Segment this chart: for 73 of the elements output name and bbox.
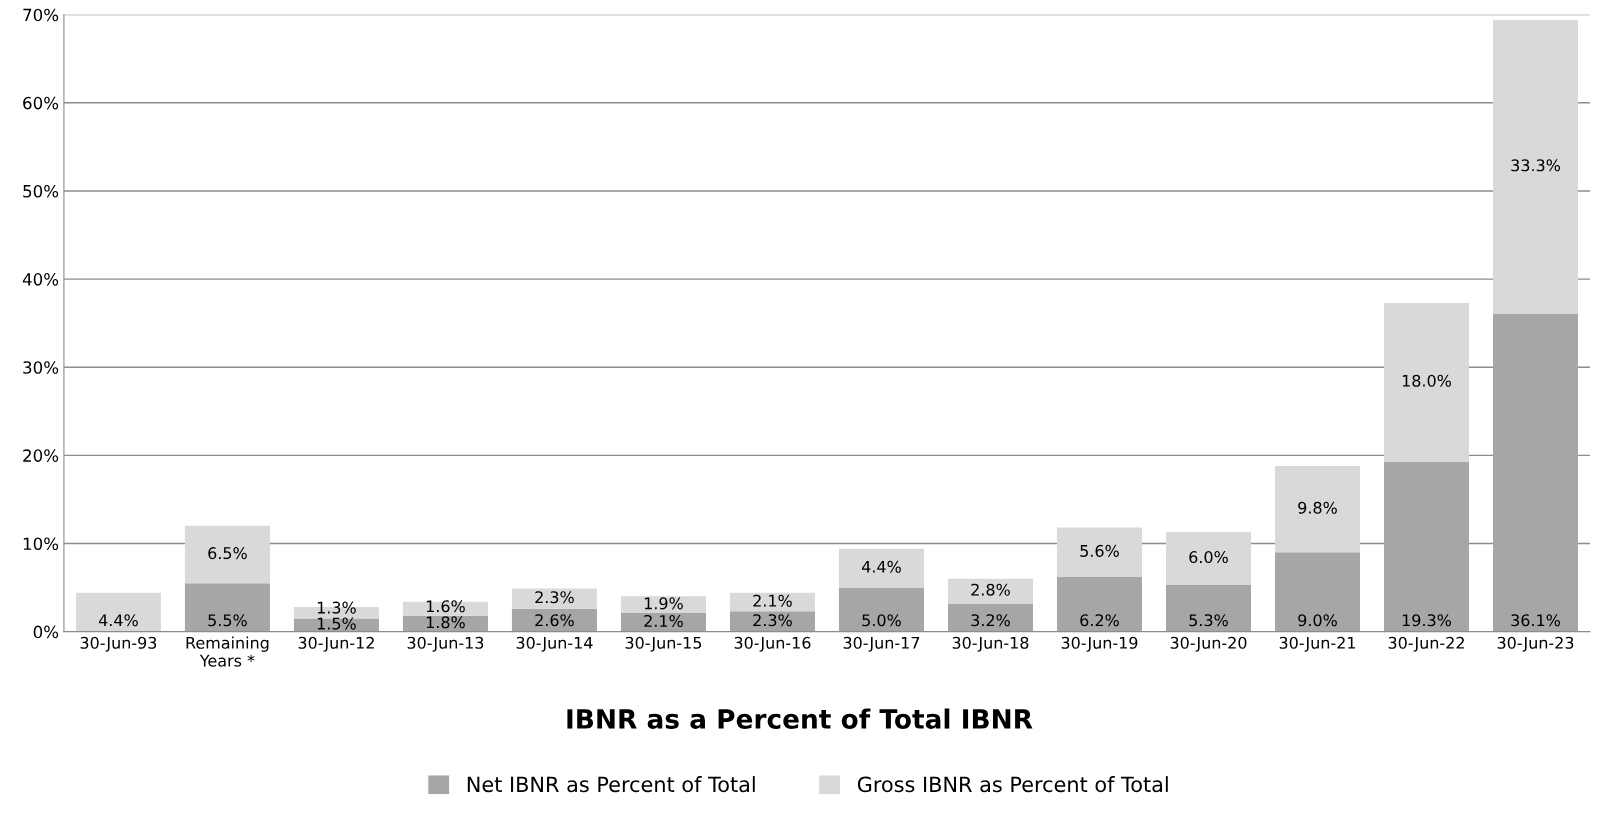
y-tick-label: 10% (23, 537, 59, 551)
bar (947, 603, 1033, 632)
bar (838, 548, 924, 588)
x-tick-label: 30-Jun-93 (80, 636, 157, 652)
x-tick-label: 30-Jun-20 (1170, 636, 1247, 652)
data-label: 36.1% (1511, 614, 1560, 627)
bar (184, 525, 270, 584)
data-label: 9.0% (1298, 614, 1337, 627)
x-tick-label: 30-Jun-17 (843, 636, 920, 652)
data-label: 1.8% (426, 616, 465, 629)
data-label: 5.6% (1080, 544, 1119, 557)
bar (1383, 302, 1470, 462)
data-label: 2.3% (535, 591, 574, 604)
bar (511, 588, 597, 609)
bar (1056, 576, 1142, 632)
x-tick-label: 30-Jun-18 (952, 636, 1029, 652)
y-tick-label: 70% (23, 8, 59, 22)
data-label: 4.4% (861, 560, 901, 573)
data-label: 18.0% (1402, 374, 1451, 387)
y-tick-label: 60% (23, 96, 59, 110)
y-tick-label: 20% (23, 449, 59, 462)
data-label: 6.2% (1080, 614, 1119, 627)
data-label: 2.3% (753, 614, 792, 627)
data-label: 2.6% (535, 614, 574, 627)
data-label: 5.0% (862, 614, 901, 627)
data-label: 33.3% (1511, 159, 1560, 172)
data-label: 2.8% (971, 583, 1010, 596)
data-label: 2.1% (644, 614, 683, 628)
y-tick-label: 50% (23, 184, 59, 198)
x-tick-label: 30-Jun-21 (1279, 636, 1356, 652)
bar (729, 611, 815, 632)
data-label: 1.6% (426, 600, 465, 613)
bar (1274, 552, 1361, 632)
data-label: 9.8% (1298, 501, 1337, 514)
bar (1056, 527, 1142, 577)
data-label: 2.1% (753, 594, 792, 607)
data-label: 5.3% (1189, 614, 1228, 627)
data-label: 3.2% (971, 614, 1010, 627)
bar (838, 587, 924, 632)
bar (402, 601, 488, 616)
data-label: 1.5% (317, 617, 356, 630)
legend-label: Net IBNR as Percent of Total (467, 776, 755, 793)
x-tick-label: Remaining Years * (186, 636, 269, 667)
text: IBNR as a Percent of Total IBNR (567, 708, 1033, 729)
x-tick-label: 30-Jun-22 (1388, 636, 1464, 652)
x-tick-label: 30-Jun-23 (1497, 636, 1574, 652)
x-tick-label: 30-Jun-15 (625, 636, 702, 652)
bar (184, 583, 270, 632)
data-label: 6.5% (208, 547, 247, 560)
data-label: 5.5% (208, 614, 247, 627)
bar (1165, 584, 1251, 632)
x-tick-label: 30-Jun-19 (1061, 636, 1138, 652)
bar (1492, 19, 1579, 314)
data-label: 1.9% (644, 597, 683, 610)
data-label: 4.4% (98, 614, 138, 627)
legend-label: Gross IBNR as Percent of Total (857, 776, 1168, 793)
bar (1165, 532, 1251, 585)
x-tick-label: 30-Jun-14 (516, 636, 593, 652)
data-label: 6.0% (1189, 551, 1228, 564)
bar (75, 592, 161, 632)
data-label: 19.3% (1402, 614, 1451, 627)
x-tick-label: 30-Jun-12 (298, 636, 374, 652)
y-tick-label: 0% (33, 625, 59, 639)
data-label: 1.3% (317, 601, 356, 614)
bar (1383, 461, 1470, 632)
bar (620, 596, 706, 614)
bar (1274, 465, 1361, 553)
x-tick-label: 30-Jun-13 (407, 636, 484, 652)
bar (1492, 313, 1579, 632)
bar (947, 578, 1033, 604)
x-tick-label: 30-Jun-16 (734, 636, 811, 652)
y-tick-label: 30% (23, 361, 59, 374)
y-tick-label: 40% (22, 273, 59, 286)
